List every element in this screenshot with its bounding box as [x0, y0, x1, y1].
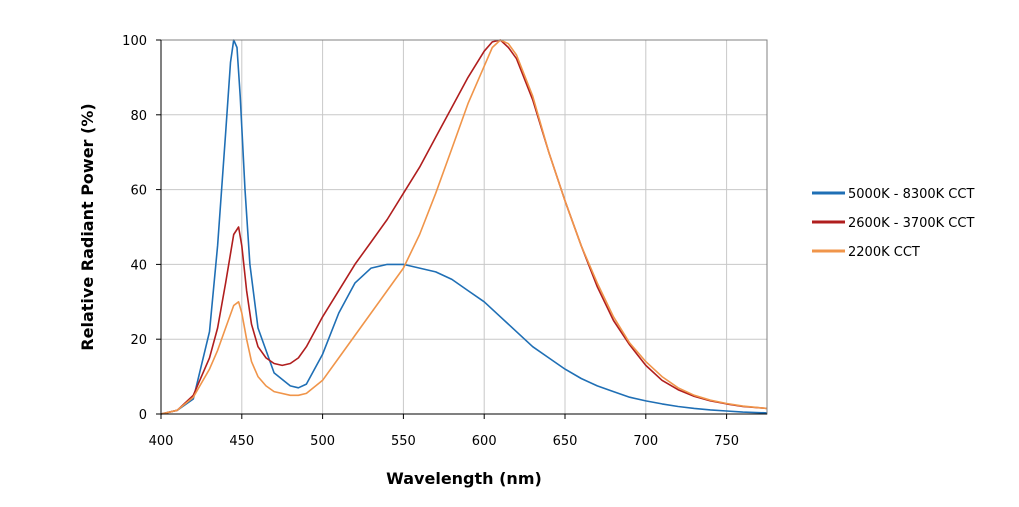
series-line-2: [160, 39, 768, 415]
legend-label-1: 5000K - 8300K CCT: [848, 187, 974, 202]
plot-area-frame: [160, 39, 768, 415]
y-axis-ticks: 0 20 40 60 80 100: [122, 34, 161, 423]
x-tick-label-400: 400: [149, 434, 174, 449]
x-axis-ticks: 400 450 500 550 600 650 700 750: [149, 414, 739, 449]
x-tick-label-650: 650: [553, 434, 578, 449]
chart-legend: 5000K - 8300K CCT 2600K - 3700K CCT 2200K …: [812, 187, 974, 260]
series-lines: [160, 39, 768, 415]
x-tick-label-550: 550: [391, 434, 416, 449]
legend-label-2: 2600K - 3700K CCT: [848, 216, 974, 231]
y-tick-label-20: 20: [130, 333, 147, 348]
x-axis-title: Wavelength (nm): [386, 469, 542, 488]
series-line-3: [160, 39, 768, 415]
y-tick-label-60: 60: [130, 184, 147, 199]
y-tick-label-40: 40: [130, 258, 147, 273]
grid-lines: [161, 39, 767, 414]
y-tick-label-100: 100: [122, 34, 147, 49]
legend-label-3: 2200K CCT: [848, 245, 920, 260]
y-tick-label-0: 0: [139, 408, 147, 423]
y-tick-label-80: 80: [130, 109, 147, 124]
series-line-1: [160, 39, 768, 415]
x-tick-label-700: 700: [633, 434, 658, 449]
x-tick-label-750: 750: [714, 434, 739, 449]
y-axis-title: Relative Radiant Power (%): [78, 103, 97, 350]
x-tick-label-600: 600: [472, 434, 497, 449]
axis-lines: [160, 40, 767, 415]
x-tick-label-450: 450: [229, 434, 254, 449]
x-tick-label-500: 500: [310, 434, 335, 449]
